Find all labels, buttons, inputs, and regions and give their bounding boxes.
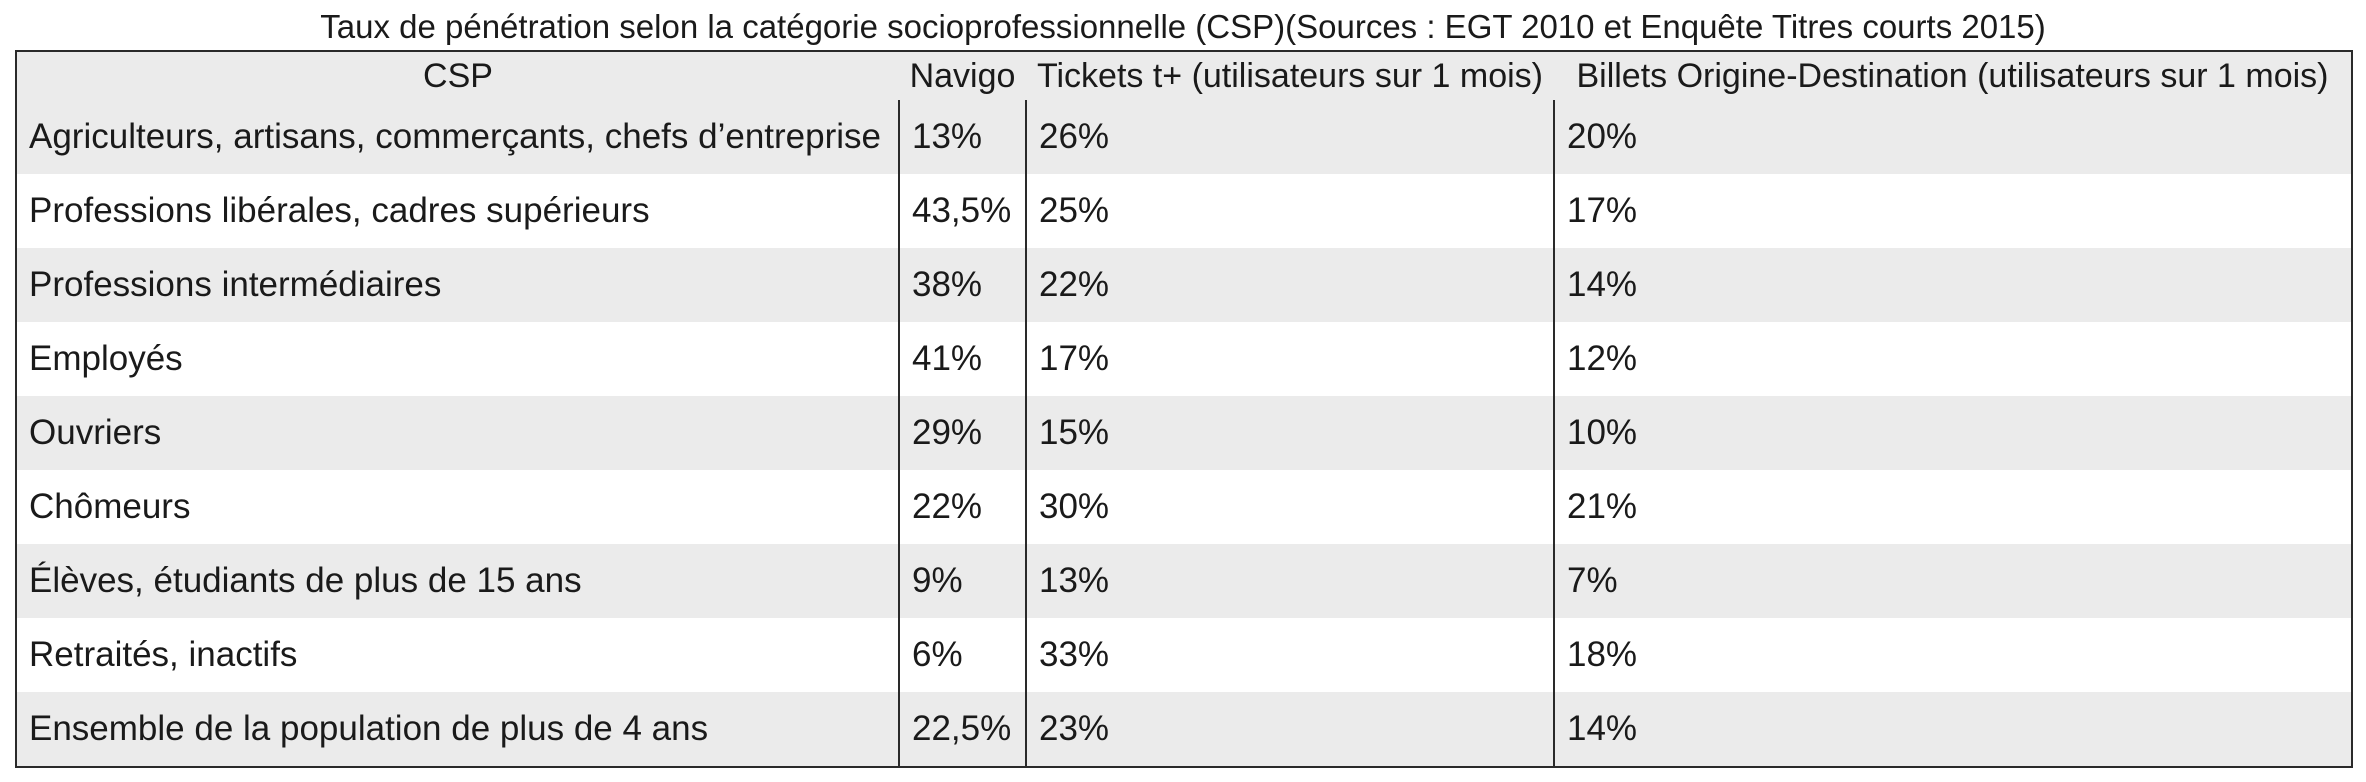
table-row: Retraités, inactifs 6% 33% 18% — [16, 618, 2352, 692]
csp-cell: Professions libérales, cadres supérieurs — [16, 174, 899, 248]
penetration-table: CSP Navigo Tickets t+ (utilisateurs sur … — [15, 50, 2353, 768]
tickets-cell: 30% — [1025, 470, 1554, 544]
table-row: Chômeurs 22% 30% 21% — [16, 470, 2352, 544]
billets-cell: 14% — [1553, 248, 2352, 322]
csp-cell: Professions intermédiaires — [16, 248, 899, 322]
billets-cell: 18% — [1553, 618, 2352, 692]
navigo-cell: 9% — [898, 544, 1026, 618]
csp-cell: Élèves, étudiants de plus de 15 ans — [16, 544, 899, 618]
csp-cell: Chômeurs — [16, 470, 899, 544]
billets-cell: 10% — [1553, 396, 2352, 470]
csp-cell: Ensemble de la population de plus de 4 a… — [16, 692, 899, 767]
table-row: Ensemble de la population de plus de 4 a… — [16, 692, 2352, 767]
table-row: Agriculteurs, artisans, commerçants, che… — [16, 100, 2352, 174]
csp-cell: Agriculteurs, artisans, commerçants, che… — [16, 100, 899, 174]
table-header: CSP Navigo Tickets t+ (utilisateurs sur … — [16, 51, 2352, 100]
billets-cell: 17% — [1553, 174, 2352, 248]
csp-cell: Employés — [16, 322, 899, 396]
navigo-cell: 22% — [898, 470, 1026, 544]
table-row: Employés 41% 17% 12% — [16, 322, 2352, 396]
column-header-billets: Billets Origine-Destination (utilisateur… — [1554, 51, 2352, 100]
navigo-cell: 29% — [898, 396, 1026, 470]
tickets-cell: 23% — [1025, 692, 1554, 767]
table-row: Élèves, étudiants de plus de 15 ans 9% 1… — [16, 544, 2352, 618]
billets-cell: 7% — [1553, 544, 2352, 618]
tickets-cell: 13% — [1025, 544, 1554, 618]
column-header-navigo: Navigo — [899, 51, 1026, 100]
billets-cell: 20% — [1553, 100, 2352, 174]
navigo-cell: 22,5% — [898, 692, 1026, 767]
billets-cell: 21% — [1553, 470, 2352, 544]
csp-cell: Retraités, inactifs — [16, 618, 899, 692]
tickets-cell: 22% — [1025, 248, 1554, 322]
tickets-cell: 15% — [1025, 396, 1554, 470]
tickets-cell: 33% — [1025, 618, 1554, 692]
billets-cell: 12% — [1553, 322, 2352, 396]
navigo-cell: 13% — [898, 100, 1026, 174]
table-caption: Taux de pénétration selon la catégorie s… — [320, 8, 2046, 45]
navigo-cell: 6% — [898, 618, 1026, 692]
header-row: CSP Navigo Tickets t+ (utilisateurs sur … — [16, 51, 2352, 100]
column-header-tickets: Tickets t+ (utilisateurs sur 1 mois) — [1026, 51, 1554, 100]
column-header-csp: CSP — [16, 51, 899, 100]
navigo-cell: 43,5% — [898, 174, 1026, 248]
tickets-cell: 26% — [1025, 100, 1554, 174]
navigo-cell: 41% — [898, 322, 1026, 396]
table-row: Ouvriers 29% 15% 10% — [16, 396, 2352, 470]
csp-cell: Ouvriers — [16, 396, 899, 470]
tickets-cell: 17% — [1025, 322, 1554, 396]
table-row: Professions intermédiaires 38% 22% 14% — [16, 248, 2352, 322]
table-row: Professions libérales, cadres supérieurs… — [16, 174, 2352, 248]
table-body: Agriculteurs, artisans, commerçants, che… — [16, 100, 2352, 767]
tickets-cell: 25% — [1025, 174, 1554, 248]
billets-cell: 14% — [1553, 692, 2352, 767]
navigo-cell: 38% — [898, 248, 1026, 322]
